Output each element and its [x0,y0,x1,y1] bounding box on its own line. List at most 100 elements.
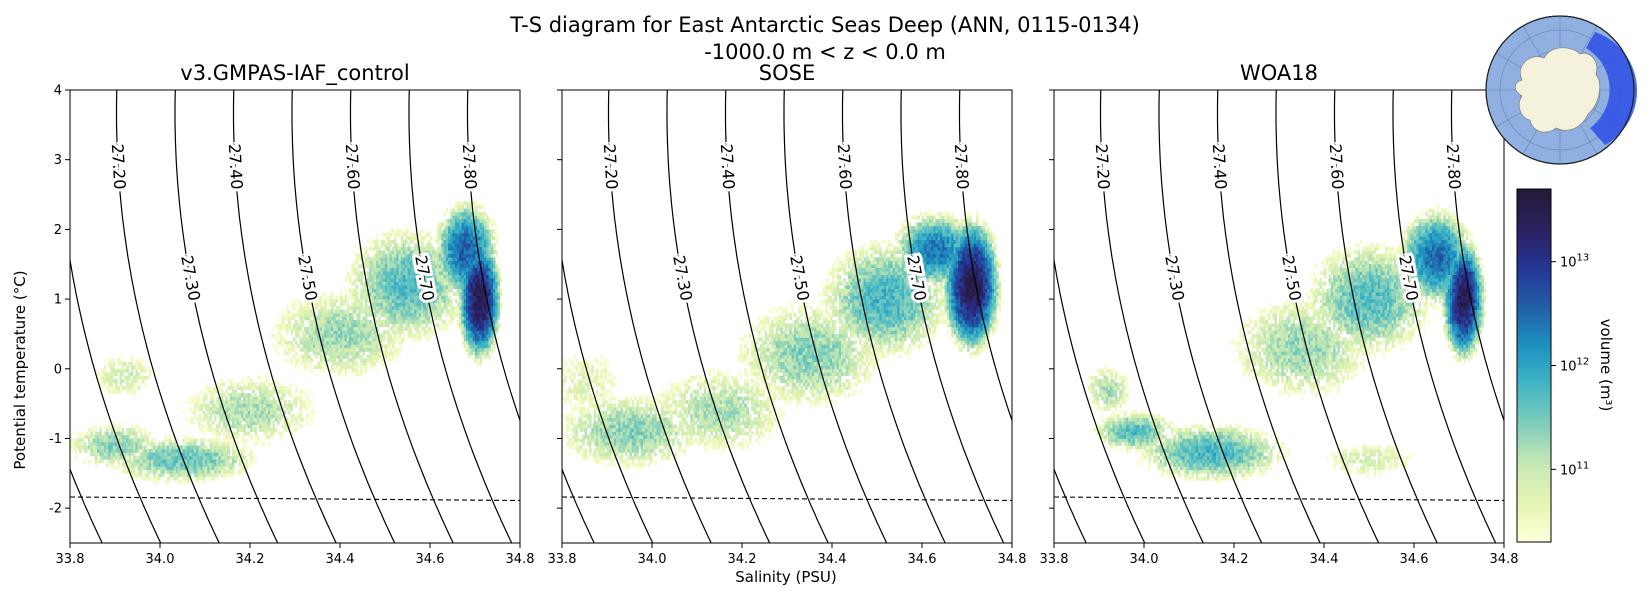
heatmap-cell [250,386,253,391]
heatmap-cell [468,299,471,303]
heatmap-cell [202,438,206,443]
heatmap-cell [452,211,456,216]
heatmap-cell [88,434,91,439]
heatmap-cell [481,274,485,279]
heatmap-cell [227,403,231,408]
heatmap-cell [209,424,213,429]
heatmap-cell [607,431,610,436]
heatmap-cell [577,445,581,450]
heatmap-cell [360,309,363,314]
heatmap-cell [331,316,334,321]
heatmap-cell [295,358,298,363]
heatmap-cell [463,316,467,321]
heatmap-cell [304,347,307,352]
heatmap-cell [369,358,372,363]
heatmap-cell [658,424,662,429]
heatmap-cell [486,285,489,289]
heatmap-cell [493,260,496,265]
heatmap-cell [604,421,608,425]
heatmap-cell [459,246,462,251]
heatmap-cell [618,421,621,425]
heatmap-cell [493,306,496,310]
heatmap-cell [369,361,372,366]
heatmap-cell [265,393,269,397]
heatmap-cell [477,323,480,328]
heatmap-cell [252,389,255,394]
heatmap-cell [387,271,390,276]
heatmap-cell [405,288,408,293]
heatmap-cell [108,382,111,387]
heatmap-cell [604,400,608,404]
heatmap-cell [229,382,233,387]
heatmap-cell [369,354,372,359]
heatmap-cell [270,382,273,387]
heatmap-cell [497,267,501,272]
heatmap-cell [229,462,233,467]
heatmap-cell [216,455,219,460]
heatmap-cell [493,264,496,269]
heatmap-cell [340,302,343,307]
heatmap-cell [214,441,217,446]
heatmap-cell [391,316,395,321]
heatmap-cell [180,459,183,464]
heatmap-cell [227,445,231,450]
heatmap-cell [475,323,478,328]
heatmap-cell [470,218,474,223]
heatmap-cell [477,229,480,234]
heatmap-cell [367,271,370,276]
heatmap-cell [187,455,190,460]
heatmap-cell [457,292,460,296]
heatmap-cell [436,306,440,310]
heatmap-cell [600,445,603,450]
heatmap-cell [173,473,177,478]
heatmap-cell [459,222,462,227]
heatmap-cell [322,340,325,345]
heatmap-cell [416,271,420,276]
heatmap-cell [164,448,168,453]
heatmap-cell [367,295,370,300]
heatmap-cell [178,459,181,464]
heatmap-cell [155,459,159,464]
heatmap-cell [475,306,478,310]
heatmap-cell [128,466,132,471]
heatmap-cell [254,410,258,415]
heatmap-cell [146,441,150,446]
heatmap-cell [110,424,114,429]
heatmap-cell [391,340,395,345]
heatmap-cell [468,218,471,223]
heatmap-cell [342,309,345,314]
heatmap-cell [376,313,379,317]
heatmap-cell [568,375,572,380]
heatmap-cell [645,434,648,439]
heatmap-cell [649,421,653,425]
heatmap-cell [466,229,469,234]
heatmap-cell [308,358,312,363]
heatmap-cell [454,285,458,289]
heatmap-cell [288,351,291,356]
heatmap-cell [351,323,354,328]
heatmap-cell [441,309,444,314]
heatmap-cell [223,417,226,422]
heatmap-cell [378,295,381,300]
heatmap-cell [403,337,406,342]
heatmap-cell [468,211,471,216]
heatmap-cell [373,292,377,296]
heatmap-cell [493,218,496,223]
heatmap-cell [441,250,444,255]
heatmap-cell [631,441,635,446]
heatmap-cell [620,445,624,450]
heatmap-cell [416,278,420,282]
heatmap-cell [382,330,386,335]
heatmap-cell [568,414,572,418]
heatmap-cell [577,389,581,394]
heatmap-cell [409,302,413,307]
heatmap-cell [351,330,354,335]
heatmap-cell [281,316,285,321]
heatmap-cell [367,347,370,352]
heatmap-cell [79,438,82,443]
heatmap-cell [484,347,487,352]
heatmap-cell [432,246,435,251]
heatmap-cell [604,393,608,397]
heatmap-cell [380,292,384,296]
heatmap-cell [627,417,630,422]
